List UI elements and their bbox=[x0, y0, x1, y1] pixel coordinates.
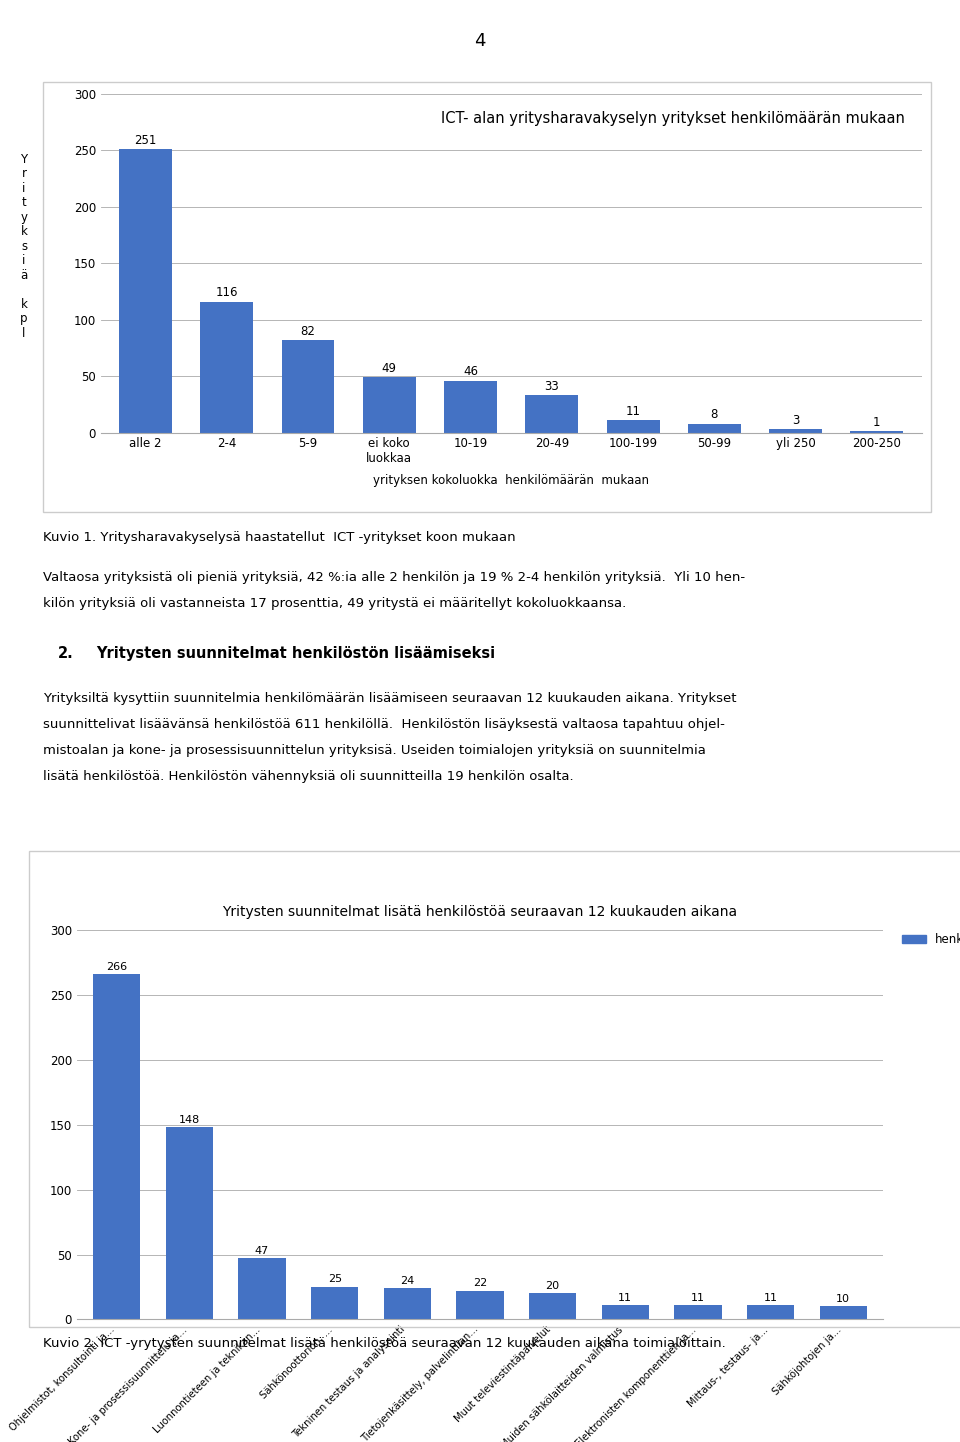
Text: 22: 22 bbox=[473, 1278, 487, 1288]
X-axis label: yrityksen kokoluokka  henkilömäärän  mukaan: yrityksen kokoluokka henkilömäärän mukaa… bbox=[373, 474, 649, 487]
Text: suunnittelivat lisäävänsä henkilöstöä 611 henkilöllä.  Henkilöstön lisäyksestä v: suunnittelivat lisäävänsä henkilöstöä 61… bbox=[43, 718, 725, 731]
Text: 82: 82 bbox=[300, 324, 316, 337]
Bar bbox=[607, 420, 660, 433]
Legend: henkilöä: henkilöä bbox=[898, 929, 960, 950]
Text: 4: 4 bbox=[474, 32, 486, 49]
Text: Valtaosa yrityksistä oli pieniä yrityksiä, 42 %:ia alle 2 henkilön ja 19 % 2-4 h: Valtaosa yrityksistä oli pieniä yrityksi… bbox=[43, 571, 745, 584]
Bar bbox=[363, 378, 416, 433]
Text: ICT- alan yritysharavakyselyn yritykset henkilömäärän mukaan: ICT- alan yritysharavakyselyn yritykset … bbox=[442, 111, 905, 125]
Text: Yritysten suunnitelmat henkilöstön lisäämiseksi: Yritysten suunnitelmat henkilöstön lisää… bbox=[96, 646, 495, 660]
Text: 148: 148 bbox=[179, 1115, 200, 1125]
Text: 46: 46 bbox=[463, 365, 478, 378]
Text: 11: 11 bbox=[626, 405, 640, 418]
Text: 11: 11 bbox=[691, 1292, 705, 1302]
Text: Kuvio 1. Yritysharavakyselysä haastatellut  ICT -yritykset koon mukaan: Kuvio 1. Yritysharavakyselysä haastatell… bbox=[43, 531, 516, 544]
Text: 24: 24 bbox=[400, 1276, 415, 1286]
Bar bbox=[119, 149, 172, 433]
Bar bbox=[281, 340, 334, 433]
Bar bbox=[602, 1305, 649, 1319]
Text: 47: 47 bbox=[255, 1246, 269, 1256]
Text: 3: 3 bbox=[792, 414, 800, 427]
Text: 8: 8 bbox=[710, 408, 718, 421]
Text: Kuvio 2. ICT -yrytysten suunnitelmat lisätä henkilöstöä seuraavan 12 kuukauden a: Kuvio 2. ICT -yrytysten suunnitelmat lis… bbox=[43, 1337, 726, 1350]
Bar bbox=[201, 301, 253, 433]
Text: 33: 33 bbox=[544, 381, 560, 394]
Text: 11: 11 bbox=[763, 1292, 778, 1302]
Bar bbox=[529, 1293, 576, 1319]
Text: lisätä henkilöstöä. Henkilöstön vähennyksiä oli suunnitteilla 19 henkilön osalta: lisätä henkilöstöä. Henkilöstön vähennyk… bbox=[43, 770, 574, 783]
Title: Yritysten suunnitelmat lisätä henkilöstöä seuraavan 12 kuukauden aikana: Yritysten suunnitelmat lisätä henkilöstö… bbox=[223, 906, 737, 919]
Bar bbox=[747, 1305, 794, 1319]
Text: mistoalan ja kone- ja prosessisuunnittelun yrityksisä. Useiden toimialojen yrity: mistoalan ja kone- ja prosessisuunnittel… bbox=[43, 744, 706, 757]
Bar bbox=[674, 1305, 722, 1319]
Text: 1: 1 bbox=[874, 417, 880, 430]
Text: 49: 49 bbox=[382, 362, 396, 375]
Bar bbox=[525, 395, 578, 433]
Bar bbox=[769, 430, 822, 433]
Bar bbox=[93, 975, 140, 1319]
Text: Y
r
i
t
y
k
s
i
ä

k
p
l: Y r i t y k s i ä k p l bbox=[20, 153, 28, 340]
Text: kilön yrityksiä oli vastanneista 17 prosenttia, 49 yritystä ei määritellyt kokol: kilön yrityksiä oli vastanneista 17 pros… bbox=[43, 597, 627, 610]
Bar bbox=[238, 1259, 286, 1319]
Bar bbox=[456, 1291, 504, 1319]
Text: Yrityksiltä kysyttiin suunnitelmia henkilömäärän lisäämiseen seuraavan 12 kuukau: Yrityksiltä kysyttiin suunnitelmia henki… bbox=[43, 692, 736, 705]
Text: 10: 10 bbox=[836, 1293, 851, 1304]
Text: 25: 25 bbox=[327, 1275, 342, 1285]
Bar bbox=[688, 424, 741, 433]
Bar bbox=[311, 1286, 358, 1319]
Text: 11: 11 bbox=[618, 1292, 633, 1302]
Text: 20: 20 bbox=[545, 1280, 560, 1291]
Text: 2.: 2. bbox=[58, 646, 73, 660]
Text: 116: 116 bbox=[215, 287, 238, 300]
Text: 251: 251 bbox=[134, 134, 156, 147]
Bar bbox=[444, 381, 497, 433]
Bar bbox=[384, 1288, 431, 1319]
Text: 266: 266 bbox=[107, 962, 128, 972]
Bar bbox=[820, 1306, 867, 1319]
Bar bbox=[166, 1128, 213, 1319]
